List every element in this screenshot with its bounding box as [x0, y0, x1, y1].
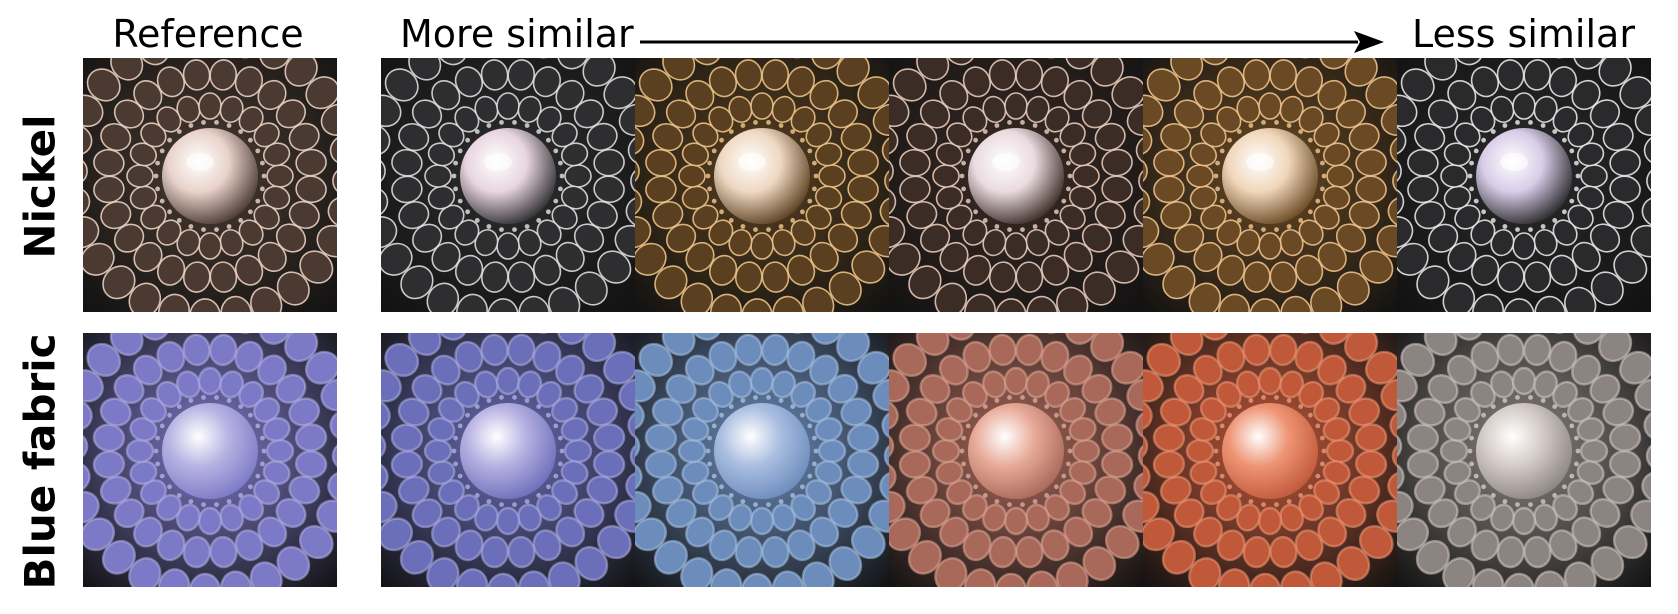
ferrofluid-render: [889, 58, 1143, 312]
ferrofluid-render: [635, 58, 889, 312]
ferrofluid-render: [1143, 333, 1397, 587]
candidate-image-nickel-5: [1397, 58, 1651, 312]
row-label-blue-fabric: Blue fabric: [15, 332, 65, 590]
reference-image-nickel: [83, 58, 337, 312]
ferrofluid-render: [635, 333, 889, 587]
candidate-image-nickel-4: [1143, 58, 1397, 312]
candidate-image-blue-fabric-2: [635, 333, 889, 587]
reference-image-blue-fabric: [83, 333, 337, 587]
ferrofluid-render: [83, 58, 337, 312]
ferrofluid-render: [381, 333, 635, 587]
similarity-arrow: [640, 31, 1384, 53]
row-label-nickel: Nickel: [15, 113, 65, 259]
ferrofluid-render: [1397, 333, 1651, 587]
candidate-image-nickel-2: [635, 58, 889, 312]
ferrofluid-render: [1143, 58, 1397, 312]
candidate-image-blue-fabric-5: [1397, 333, 1651, 587]
ferrofluid-render: [1397, 58, 1651, 312]
candidate-image-blue-fabric-4: [1143, 333, 1397, 587]
candidate-image-blue-fabric-3: [889, 333, 1143, 587]
ferrofluid-render: [381, 58, 635, 312]
candidate-image-blue-fabric-1: [381, 333, 635, 587]
more-similar-label: More similar: [400, 12, 634, 56]
ferrofluid-render: [889, 333, 1143, 587]
reference-column-header: Reference: [112, 12, 304, 56]
candidate-image-nickel-3: [889, 58, 1143, 312]
ferrofluid-render: [83, 333, 337, 587]
candidate-image-nickel-1: [381, 58, 635, 312]
less-similar-label: Less similar: [1412, 12, 1635, 56]
